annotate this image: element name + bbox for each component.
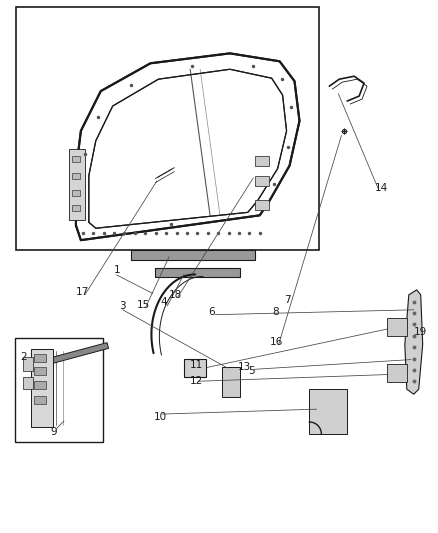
Text: 2: 2 bbox=[20, 352, 27, 362]
Bar bbox=[23, 358, 33, 372]
Text: 19: 19 bbox=[414, 327, 427, 336]
Text: 18: 18 bbox=[169, 290, 182, 300]
Text: 8: 8 bbox=[272, 306, 279, 317]
FancyArrow shape bbox=[25, 343, 109, 370]
Bar bbox=[387, 365, 407, 382]
Text: 9: 9 bbox=[51, 427, 57, 437]
Bar bbox=[69, 149, 85, 220]
Bar bbox=[255, 156, 268, 166]
Text: 15: 15 bbox=[137, 300, 150, 310]
Polygon shape bbox=[89, 69, 286, 228]
Bar bbox=[255, 200, 268, 211]
Bar bbox=[255, 175, 268, 185]
Bar bbox=[131, 250, 255, 260]
Bar bbox=[31, 350, 53, 427]
Bar bbox=[15, 337, 103, 442]
Text: 16: 16 bbox=[270, 336, 283, 346]
Text: 12: 12 bbox=[190, 376, 203, 386]
Polygon shape bbox=[76, 53, 300, 240]
Bar bbox=[309, 389, 347, 434]
Bar bbox=[34, 396, 46, 404]
Bar bbox=[34, 381, 46, 389]
Bar bbox=[72, 156, 80, 161]
Bar bbox=[72, 190, 80, 197]
Text: 4: 4 bbox=[160, 297, 167, 307]
Bar bbox=[387, 318, 407, 336]
Bar bbox=[155, 268, 240, 277]
Bar bbox=[222, 367, 240, 397]
Bar bbox=[184, 359, 206, 377]
Text: 14: 14 bbox=[374, 183, 388, 193]
Text: 17: 17 bbox=[76, 287, 89, 297]
Text: 6: 6 bbox=[209, 306, 215, 317]
Text: 5: 5 bbox=[248, 366, 255, 376]
Bar bbox=[34, 354, 46, 362]
Bar bbox=[23, 377, 33, 389]
Text: 3: 3 bbox=[119, 301, 126, 311]
Bar bbox=[72, 205, 80, 212]
Polygon shape bbox=[405, 290, 423, 394]
Bar bbox=[16, 6, 319, 250]
Bar bbox=[34, 367, 46, 375]
Text: 1: 1 bbox=[113, 265, 120, 275]
Text: 11: 11 bbox=[190, 360, 203, 370]
Bar bbox=[72, 173, 80, 179]
Text: 10: 10 bbox=[154, 412, 167, 422]
Text: 13: 13 bbox=[238, 362, 251, 373]
Text: 7: 7 bbox=[284, 295, 291, 305]
